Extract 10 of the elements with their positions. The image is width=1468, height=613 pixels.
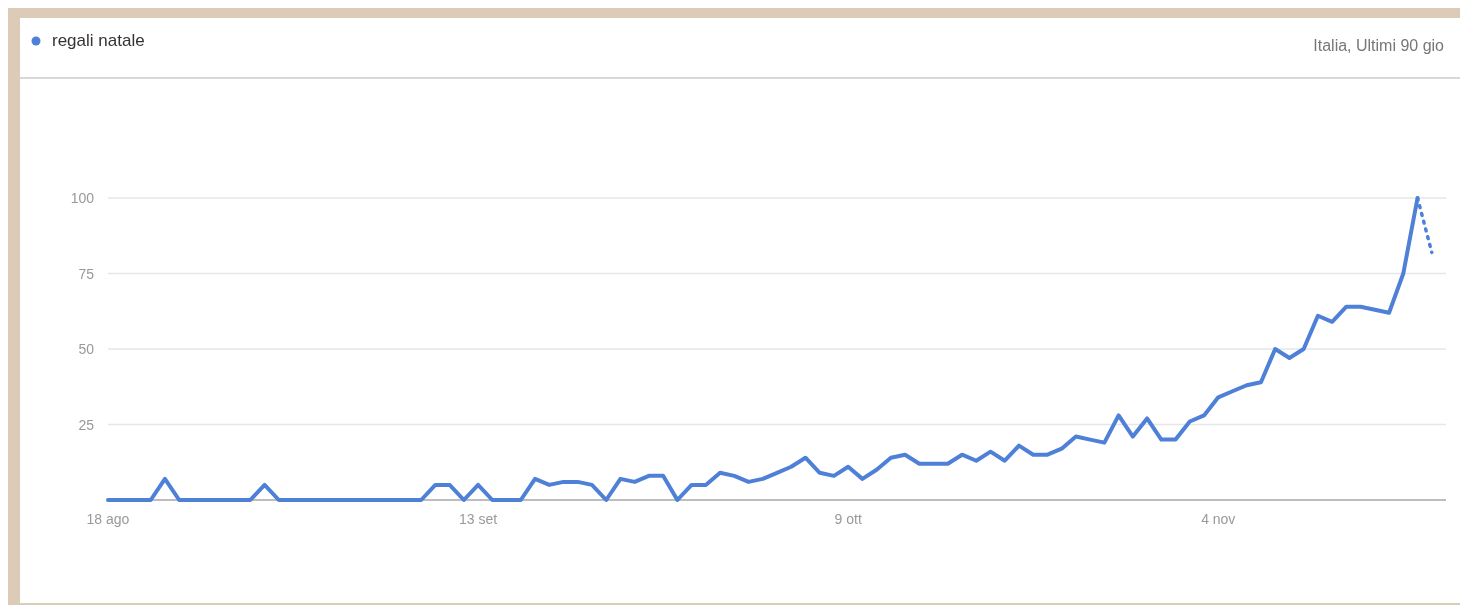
- x-tick-label: 9 ott: [834, 511, 862, 527]
- x-tick-label: 18 ago: [86, 511, 130, 527]
- legend-label: regali natale: [52, 31, 145, 50]
- y-tick-label: 100: [70, 190, 95, 206]
- x-tick-label: 13 set: [459, 511, 498, 527]
- y-tick-label: 75: [78, 265, 95, 282]
- y-tick-label: 25: [78, 416, 95, 433]
- y-tick-label: 50: [78, 341, 95, 357]
- x-tick-label: 4 nov: [1201, 511, 1236, 527]
- chart-subtitle: Italia, Ultimi 90 gio: [1313, 37, 1445, 54]
